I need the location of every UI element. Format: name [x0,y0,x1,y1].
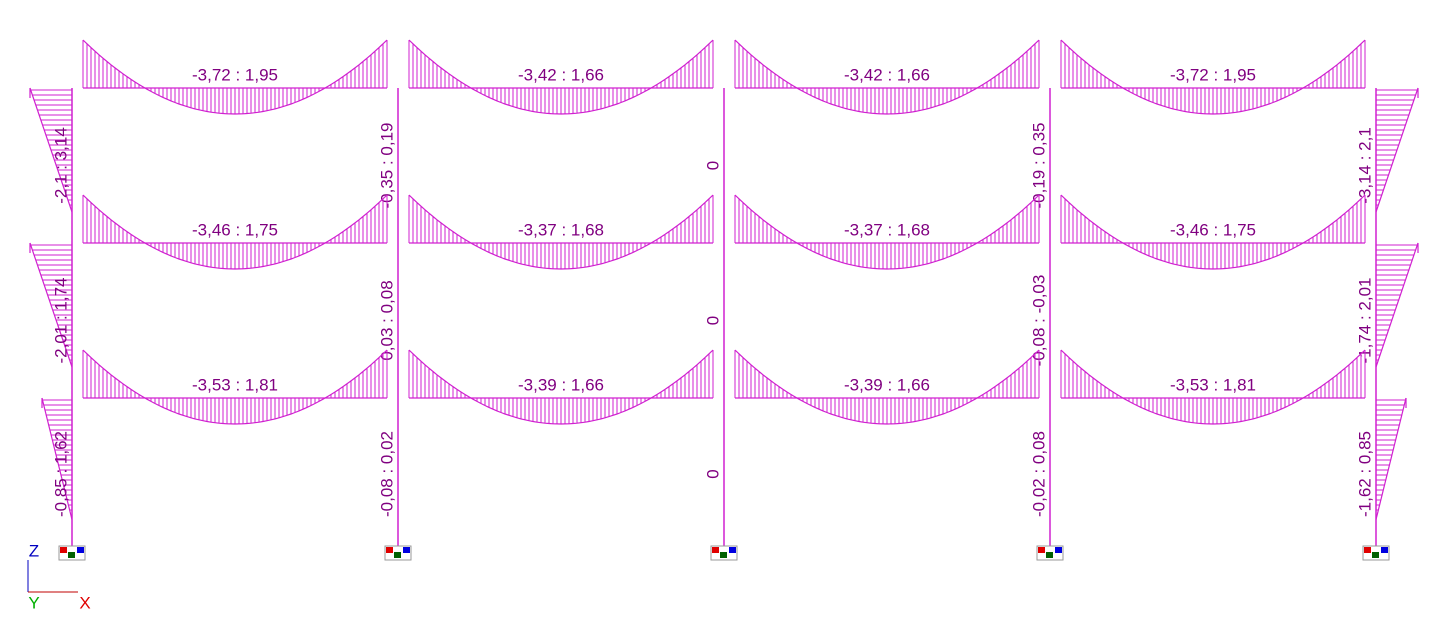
column-label: -0,19 : 0,35 [1029,122,1048,208]
column-diagram [41,397,73,520]
column-diagram [29,87,73,213]
y-label: Y [28,593,39,612]
beam-curve [734,349,1040,425]
column-curve [41,397,73,520]
column-curve [1375,87,1419,213]
beam-diagram [82,349,388,425]
support-z [1381,547,1388,553]
support-z [729,547,736,553]
beam-label: -3,39 : 1,66 [844,375,930,394]
beam-curve [408,194,714,270]
beam-curve [1060,39,1366,115]
column-label: -3,14 : 2,1 [1355,127,1374,204]
column-label: -2,01 : 1,74 [51,277,70,363]
beam-label: -3,37 : 1,68 [518,220,604,239]
column-label: 0 [703,469,722,478]
beam-diagram [408,349,714,425]
support-x [1364,547,1371,553]
axis-indicator: Z Y X [27,541,91,612]
support [58,545,86,561]
column-label: -1,74 : 2,01 [1355,277,1374,363]
column-label: -1,62 : 0,85 [1355,431,1374,517]
support-x [60,547,67,553]
column-label: 0,03 : 0,08 [377,280,396,360]
beam-label: -3,42 : 1,66 [844,65,930,84]
support-z [403,547,410,553]
beam-curve [1060,194,1366,270]
column-diagram [1375,87,1419,213]
column-label: -0,02 : 0,08 [1029,431,1048,517]
support-x [1038,547,1045,553]
beam-diagram [1060,194,1366,270]
support [1036,545,1064,561]
beam-diagram [408,39,714,115]
beam-diagram [1060,349,1366,425]
beam-label: -3,39 : 1,66 [518,375,604,394]
beam-label: -3,72 : 1,95 [1170,65,1256,84]
beam-label: -3,37 : 1,68 [844,220,930,239]
support-y [68,552,75,558]
beam-curve [734,194,1040,270]
column-curve [29,242,73,368]
column-label: -0,08 : 0,02 [377,431,396,517]
beam-label: -3,46 : 1,75 [1170,220,1256,239]
support-z [77,547,84,553]
beam-curve [408,349,714,425]
column-curve [1375,242,1419,368]
beam-curve [1060,349,1366,425]
beam-label: -3,46 : 1,75 [192,220,278,239]
column-diagram [1375,397,1407,520]
support-z [1055,547,1062,553]
beam-label: -3,72 : 1,95 [192,65,278,84]
column-diagram [29,242,73,368]
support-x [386,547,393,553]
beam-diagram [82,194,388,270]
beam-label: -3,53 : 1,81 [1170,375,1256,394]
column-label: 0 [703,161,722,170]
column-label: -2,1 : 3,14 [51,127,70,204]
beam-curve [408,39,714,115]
support [1362,545,1390,561]
column-label: -0,85 : 1,62 [51,431,70,517]
column-diagram [1375,242,1419,368]
column-curve [29,87,73,213]
beam-diagram [82,39,388,115]
column-label: -0,08 : -0,03 [1029,275,1048,367]
x-label: X [79,593,90,612]
support-y [1372,552,1379,558]
beam-diagram [734,39,1040,115]
beam-curve [734,39,1040,115]
beam-label: -3,42 : 1,66 [518,65,604,84]
beam-label: -3,53 : 1,81 [192,375,278,394]
support-y [1046,552,1053,558]
column-curve [1375,397,1407,520]
beam-curve [82,194,388,270]
support [710,545,738,561]
support [384,545,412,561]
beam-diagram [1060,39,1366,115]
support-x [712,547,719,553]
z-label: Z [29,541,39,560]
column-label: 0 [703,316,722,325]
beam-diagram [734,194,1040,270]
support-y [394,552,401,558]
beam-diagram [734,349,1040,425]
beam-curve [82,39,388,115]
beam-curve [82,349,388,425]
support-y [720,552,727,558]
column-label: -0,35 : 0,19 [377,122,396,208]
beam-diagram [408,194,714,270]
